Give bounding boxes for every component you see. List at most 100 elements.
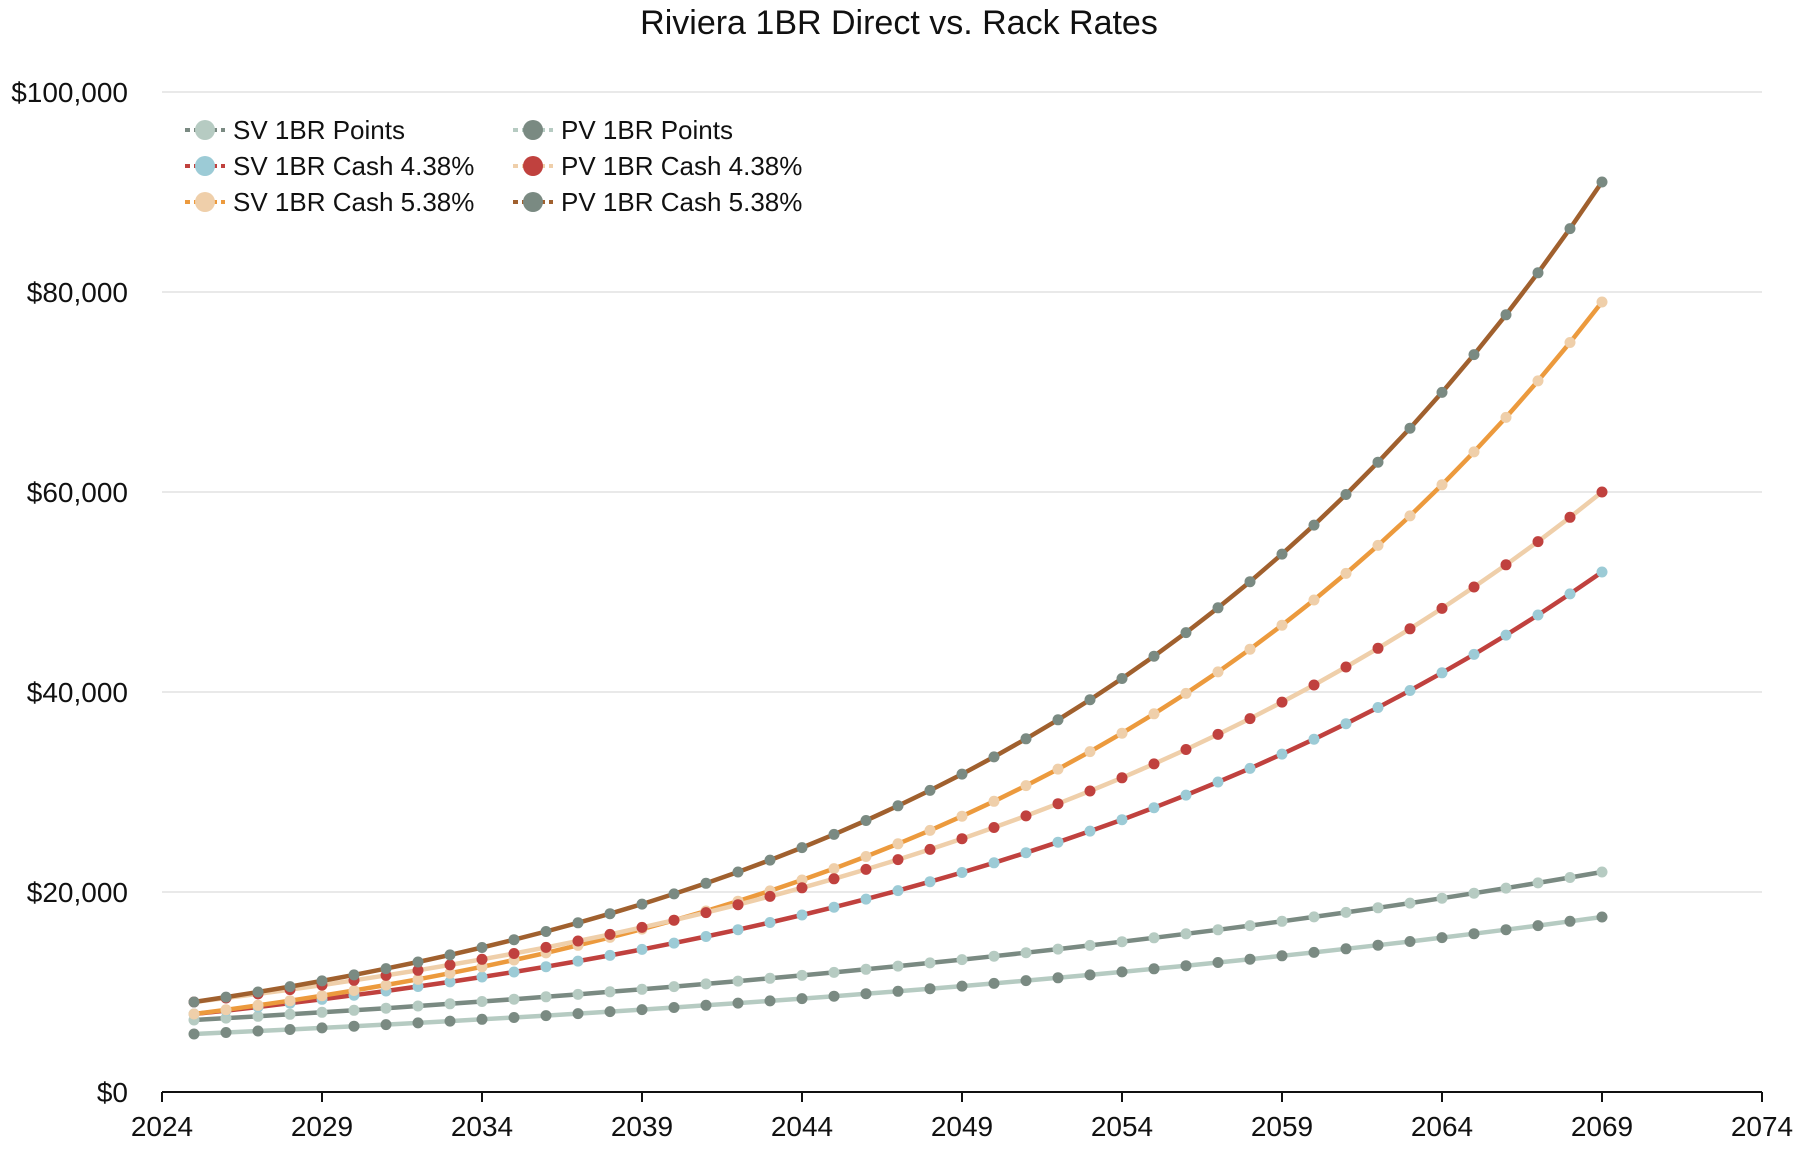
data-point xyxy=(668,1002,680,1013)
data-point xyxy=(1084,939,1096,951)
series-3 xyxy=(188,296,1608,1020)
data-point xyxy=(1340,489,1352,500)
data-point xyxy=(1564,915,1576,927)
data-point xyxy=(540,941,552,953)
data-point xyxy=(1244,643,1256,655)
data-point xyxy=(1468,648,1480,660)
data-point xyxy=(316,1006,328,1018)
legend-item: PV 1BR Cash 5.38% xyxy=(513,187,802,217)
data-point xyxy=(1372,702,1384,713)
y-tick-label: $100,000 xyxy=(11,77,128,108)
data-point xyxy=(860,863,872,875)
data-point xyxy=(476,953,488,965)
data-point xyxy=(1308,911,1320,923)
data-point xyxy=(892,838,904,850)
data-point xyxy=(1404,897,1416,909)
x-tick-label: 2044 xyxy=(771,1111,833,1142)
data-point xyxy=(220,991,232,1003)
data-point xyxy=(1020,847,1032,859)
data-point xyxy=(1084,969,1096,981)
data-point xyxy=(1468,887,1480,899)
data-point xyxy=(284,981,296,993)
data-point xyxy=(732,924,744,936)
series-line xyxy=(193,914,1603,1037)
data-point xyxy=(764,995,776,1007)
data-point xyxy=(828,863,840,875)
data-point xyxy=(1564,872,1576,883)
data-point xyxy=(1596,566,1608,578)
data-point xyxy=(284,1024,296,1035)
data-point xyxy=(1052,798,1064,810)
data-point xyxy=(1244,576,1256,588)
data-point xyxy=(1468,349,1480,361)
data-point xyxy=(732,899,744,911)
data-point xyxy=(1564,511,1576,523)
data-point xyxy=(1532,920,1544,932)
data-point xyxy=(1468,446,1480,458)
series-1 xyxy=(188,866,1608,1026)
data-point xyxy=(252,1025,264,1037)
data-point xyxy=(412,1000,424,1012)
data-point xyxy=(1276,619,1288,631)
data-point xyxy=(956,810,968,822)
data-point xyxy=(1084,694,1096,706)
data-point xyxy=(1180,687,1192,699)
data-point xyxy=(476,996,488,1007)
data-point xyxy=(1212,776,1224,788)
data-point xyxy=(1084,746,1096,758)
data-point xyxy=(316,975,328,987)
legend-marker xyxy=(523,192,543,212)
data-point xyxy=(284,995,296,1007)
data-point xyxy=(796,842,808,854)
data-point xyxy=(444,949,456,961)
data-point xyxy=(1180,627,1192,639)
data-point xyxy=(636,983,648,995)
data-point xyxy=(1436,667,1448,679)
data-point xyxy=(444,967,456,979)
data-point xyxy=(668,888,680,900)
data-point xyxy=(348,1020,360,1032)
legend-marker xyxy=(195,192,215,212)
data-point xyxy=(1020,975,1032,987)
data-point xyxy=(1148,802,1160,814)
data-point xyxy=(1052,943,1064,955)
data-point xyxy=(1020,947,1032,959)
data-point xyxy=(860,963,872,975)
legend-label: SV 1BR Points xyxy=(233,115,405,145)
data-point xyxy=(1340,906,1352,918)
data-point xyxy=(1372,902,1384,914)
data-point xyxy=(1276,915,1288,927)
data-point xyxy=(1276,696,1288,708)
series-4 xyxy=(188,911,1608,1040)
legend-item: PV 1BR Cash 4.38% xyxy=(513,151,802,181)
data-point xyxy=(1436,892,1448,904)
data-point xyxy=(1500,629,1512,641)
data-point xyxy=(636,921,648,933)
legend-marker xyxy=(195,156,215,176)
data-point xyxy=(1308,679,1320,691)
x-tick-label: 2059 xyxy=(1251,1111,1313,1142)
data-point xyxy=(508,1012,520,1023)
series-5 xyxy=(188,486,1608,1008)
data-point xyxy=(1020,780,1032,792)
data-point xyxy=(412,973,424,985)
data-point xyxy=(1180,960,1192,972)
data-point xyxy=(188,1008,200,1020)
data-point xyxy=(1244,953,1256,965)
data-point xyxy=(604,949,616,961)
data-point xyxy=(668,981,680,993)
data-point xyxy=(764,854,776,866)
data-point xyxy=(636,898,648,910)
data-point xyxy=(700,931,712,942)
data-point xyxy=(988,977,1000,989)
data-point xyxy=(1340,661,1352,673)
data-point xyxy=(380,979,392,991)
data-point xyxy=(1436,602,1448,614)
legend-marker xyxy=(195,120,215,140)
data-point xyxy=(1500,411,1512,423)
data-point xyxy=(988,751,1000,763)
data-point xyxy=(252,986,264,998)
data-point xyxy=(1596,176,1608,188)
data-point xyxy=(988,795,1000,807)
data-point xyxy=(316,990,328,1002)
